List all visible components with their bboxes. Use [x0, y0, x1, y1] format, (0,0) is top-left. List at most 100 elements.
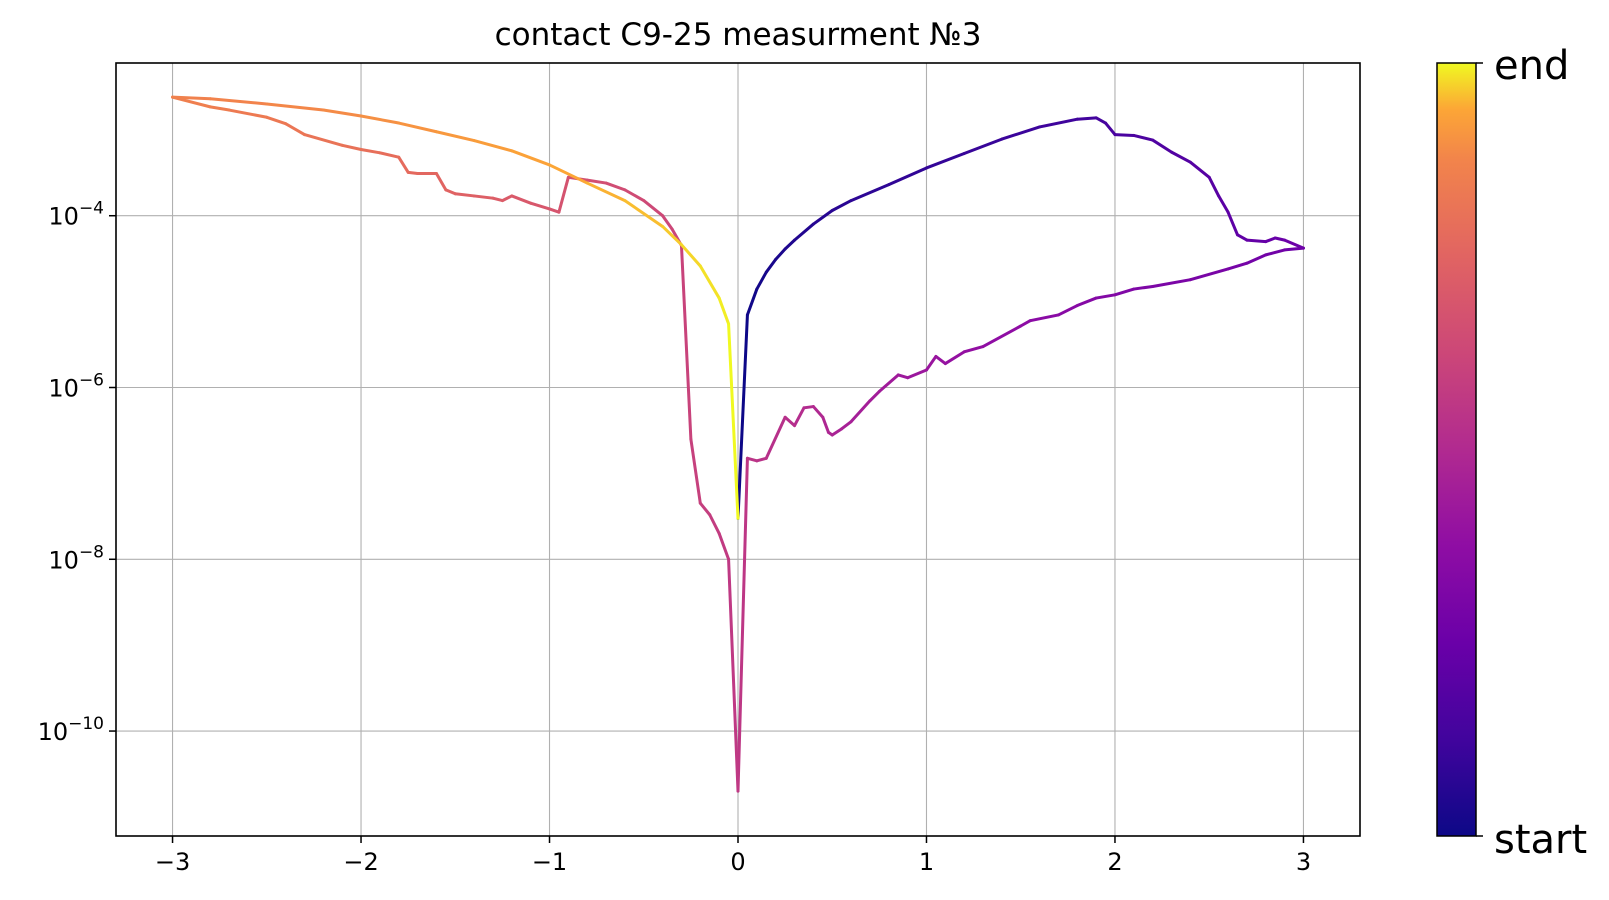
iv-curve-segment	[1226, 261, 1249, 271]
iv-curve-segment	[472, 139, 514, 153]
iv-curve-segment	[906, 368, 928, 380]
iv-curve-segment	[1188, 160, 1211, 179]
iv-curve-segment	[548, 207, 561, 214]
iv-curve-segment	[1113, 287, 1136, 297]
series-group	[171, 95, 1305, 793]
iv-curve-segment	[661, 224, 683, 247]
iv-curve-segment	[849, 399, 872, 424]
iv-curve-segment	[1245, 238, 1268, 244]
iv-curve-segment	[1170, 150, 1192, 164]
iv-curve-segment	[717, 531, 731, 561]
iv-curve-segment	[745, 287, 759, 317]
iv-curve-segment	[802, 405, 815, 410]
iv-curve-segment	[1075, 116, 1098, 121]
iv-curve-segment	[1075, 296, 1098, 308]
colorbar: end start	[1436, 43, 1587, 863]
y-tick-exponent: −8	[79, 542, 104, 562]
iv-curve-segment	[1094, 116, 1108, 125]
iv-curve-segment	[340, 143, 363, 152]
iv-curve-segment	[934, 354, 947, 366]
iv-curve-segment	[434, 172, 448, 192]
iv-curve-segment	[868, 389, 881, 403]
y-tick-label: 10−6	[48, 371, 104, 403]
iv-curve-segment	[981, 324, 1023, 349]
iv-curve-segment	[378, 151, 401, 159]
iv-curve-segment	[727, 322, 740, 520]
iv-curve-segment	[783, 415, 797, 428]
iv-curve-segment	[491, 196, 504, 203]
x-tick-label: −3	[155, 848, 190, 876]
y-tick-base: 10	[48, 375, 79, 403]
iv-curve-segment	[764, 257, 778, 274]
y-tick-base: 10	[48, 203, 79, 231]
iv-curve-segment	[1283, 238, 1305, 250]
iv-curve-segment	[1235, 233, 1249, 242]
colorbar-start-label: start	[1494, 817, 1587, 863]
iv-curve-segment	[962, 137, 1004, 156]
iv-curve-segment	[604, 181, 627, 192]
y-tick-exponent: −6	[79, 371, 104, 391]
iv-curve-segment	[736, 313, 749, 520]
iv-curve-segment	[284, 122, 306, 137]
y-tick-exponent: −10	[68, 714, 104, 734]
y-axis: 10−410−610−810−10	[38, 199, 116, 746]
iv-curve-segment	[557, 175, 570, 214]
iv-curve-segment	[623, 199, 665, 228]
iv-curve-segment	[877, 373, 900, 393]
iv-curve-segment	[924, 152, 966, 170]
iv-curve-segment	[1132, 284, 1155, 291]
iv-curve-segment	[529, 201, 552, 211]
iv-curve-segment	[472, 194, 495, 200]
iv-curve-segment	[1038, 117, 1079, 129]
iv-curve-segment	[1151, 278, 1192, 288]
iv-curve-segment	[896, 373, 910, 380]
iv-curve-segment	[510, 149, 552, 167]
iv-curve-segment	[793, 222, 815, 242]
iv-curve-segment	[171, 95, 212, 101]
y-tick-label: 10−8	[48, 542, 104, 574]
iv-curve-segment	[359, 148, 382, 155]
iv-curve-segment	[1028, 313, 1060, 323]
iv-curve-segment	[727, 557, 740, 793]
iv-curve-segment	[548, 163, 589, 185]
iv-curve-segment	[397, 155, 410, 174]
iv-curve-segment	[1264, 248, 1287, 257]
iv-curve-segment	[793, 406, 806, 428]
iv-curve-segment	[585, 181, 627, 203]
x-axis: −3 −2 −1 0 1 2 3	[155, 836, 1311, 876]
y-tick-exponent: −4	[79, 199, 104, 219]
iv-curve-segment	[962, 345, 985, 354]
iv-curve-segment	[359, 114, 401, 125]
iv-curve-segment	[755, 270, 768, 291]
iv-curve-segment	[755, 456, 768, 463]
iv-curve-segment	[642, 199, 665, 218]
grid	[116, 63, 1360, 836]
iv-curve-segment	[434, 130, 476, 143]
iv-curve-segment	[1245, 253, 1268, 265]
iv-curve-segment	[1056, 304, 1079, 317]
iv-curve-segment	[227, 108, 269, 119]
iv-curve-segment	[1283, 246, 1305, 252]
iv-curve-segment	[208, 105, 231, 112]
x-tick-label: 2	[1107, 848, 1122, 876]
iv-curve-segment	[679, 243, 702, 268]
iv-curve-segment	[1273, 236, 1287, 242]
iv-curve-segment	[623, 188, 646, 203]
iv-curve-segment	[943, 350, 966, 366]
iv-curve-segment	[1104, 121, 1117, 137]
iv-curve-segment	[1217, 194, 1230, 214]
iv-curve-segment	[830, 199, 853, 213]
iv-curve-segment	[1188, 267, 1230, 282]
x-tick-label: 3	[1296, 848, 1311, 876]
iv-curve-segment	[585, 178, 608, 185]
x-tick-label: −2	[343, 848, 378, 876]
iv-curve-segment	[698, 501, 712, 517]
iv-curve-segment	[1264, 236, 1277, 244]
iv-curve-segment	[1226, 210, 1239, 237]
iv-curve-segment	[783, 238, 797, 251]
y-tick-label: 10−4	[48, 199, 104, 231]
iv-curve-segment	[500, 194, 514, 203]
iv-curve-segment	[708, 513, 721, 535]
iv-curve-segment	[698, 264, 721, 300]
iv-curve-segment	[830, 427, 844, 437]
